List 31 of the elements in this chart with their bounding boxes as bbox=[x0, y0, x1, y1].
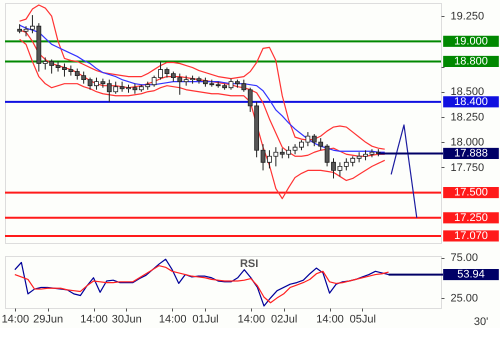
text: 30' bbox=[474, 316, 488, 328]
x-tick-label: 01Jul bbox=[192, 314, 219, 326]
x-tick-label: 14:00 bbox=[238, 314, 266, 326]
line-series bbox=[390, 124, 418, 218]
ref-line-label: 18.400 bbox=[454, 96, 488, 108]
ref-line-label: 18.800 bbox=[454, 55, 488, 68]
line-series bbox=[19, 38, 386, 200]
y-tick-label: 17.750 bbox=[450, 162, 484, 174]
x-tick-label: 14:00 bbox=[158, 314, 186, 326]
ref-line-label: 17.500 bbox=[454, 186, 488, 199]
x-tick-label: 14:00 bbox=[316, 314, 344, 326]
y-tick-label: 25.00 bbox=[450, 292, 478, 304]
y-tick-label: 75.00 bbox=[450, 252, 478, 264]
y-tick-label: 19.250 bbox=[450, 10, 484, 23]
y-tick-label: 18.250 bbox=[450, 111, 484, 124]
x-tick-label: 05Jul bbox=[350, 314, 376, 326]
chart-title: RSI bbox=[240, 258, 258, 270]
x-tick-label: 14:00 bbox=[80, 314, 108, 326]
ref-line-label: 17.070 bbox=[454, 230, 488, 242]
line-series bbox=[14, 258, 390, 307]
x-tick-label: 14:00 bbox=[2, 314, 30, 326]
y-tick-label: 18.000 bbox=[450, 136, 484, 149]
line-series bbox=[19, 4, 386, 150]
text: 17.888 bbox=[454, 147, 488, 160]
data-label: 53.94 bbox=[457, 268, 485, 281]
ref-line-label: 19.000 bbox=[454, 35, 488, 48]
y-tick-label: 18.500 bbox=[450, 86, 484, 98]
ref-line-label: 17.250 bbox=[454, 212, 488, 224]
x-tick-label: 02Jul bbox=[271, 314, 298, 326]
x-tick-label: 30Jun bbox=[112, 314, 142, 326]
x-tick-label: 29Jun bbox=[33, 314, 64, 326]
